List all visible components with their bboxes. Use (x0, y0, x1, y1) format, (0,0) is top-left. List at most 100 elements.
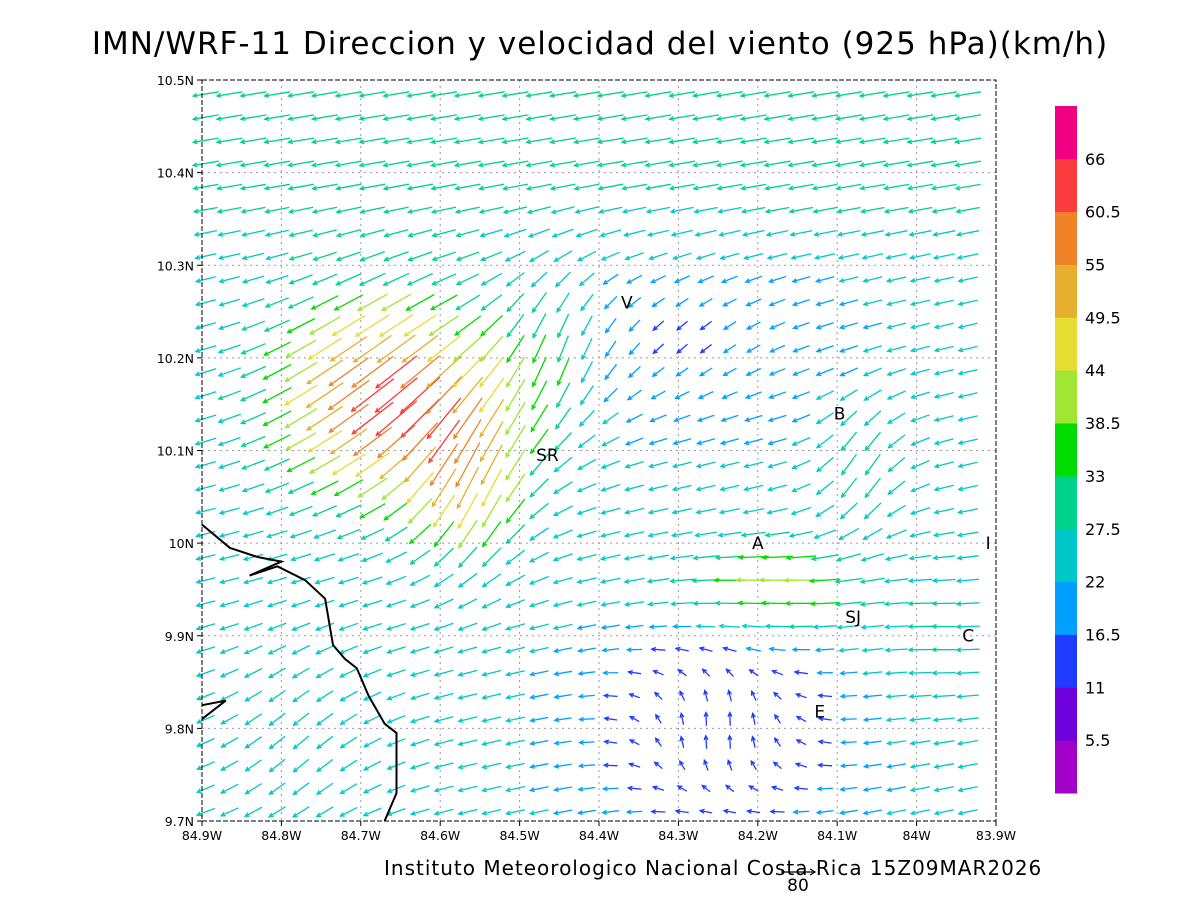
wind-vector (626, 624, 644, 629)
wind-vector (674, 414, 691, 422)
wind-vector (407, 114, 434, 120)
wind-vector-head (339, 696, 346, 702)
wind-vector-head (431, 280, 437, 286)
wind-vector (860, 577, 885, 583)
wind-vector (676, 367, 689, 377)
wind-vector-head (790, 254, 797, 260)
wind-vector-head (287, 139, 293, 145)
wind-vector-head (218, 487, 225, 492)
wind-vector-head (406, 280, 413, 286)
wind-vector-head (815, 324, 822, 330)
wind-vector (309, 455, 341, 474)
wind-vector-head (195, 532, 202, 538)
wind-vector (355, 314, 390, 337)
wind-vector-head (217, 348, 224, 354)
wind-vector (264, 183, 290, 190)
wind-vector-head (358, 185, 365, 191)
wind-vector-head (478, 185, 484, 191)
wind-vector-head (930, 162, 937, 168)
wind-vector-head (815, 489, 822, 496)
wind-vector-head (883, 578, 890, 584)
wind-vector-head (218, 532, 225, 538)
wind-vector-head (358, 116, 365, 122)
wind-vector-head (481, 741, 488, 747)
wind-vector-head (382, 162, 389, 168)
wind-vector-head (557, 332, 562, 339)
colorbar-label: 22 (1085, 573, 1105, 592)
wind-vector (840, 410, 858, 426)
wind-vector-head (596, 92, 603, 98)
wind-vector (363, 691, 382, 701)
wind-vector-head (817, 693, 824, 699)
wind-vector-head (650, 394, 657, 400)
wind-vector-head (359, 208, 366, 214)
lat-tick-label: 10N (169, 536, 194, 551)
wind-vector (934, 415, 954, 422)
wind-vector-head (429, 139, 436, 145)
wind-vector-head (863, 420, 870, 427)
wind-vector (334, 479, 364, 496)
wind-vector-head (787, 116, 794, 122)
wind-vector (458, 572, 478, 588)
wind-vector (655, 737, 662, 747)
wind-vector (360, 228, 385, 237)
wind-vector-head (239, 162, 246, 168)
wind-vector-head (715, 162, 722, 168)
wind-vector-head (244, 789, 250, 795)
wind-vector (836, 183, 862, 190)
wind-vector (244, 622, 263, 631)
wind-vector (957, 578, 980, 582)
wind-vector (768, 414, 787, 422)
wind-vector-head (768, 301, 775, 307)
wind-vector-head (240, 208, 247, 214)
lat-tick-label: 9.8N (165, 721, 194, 736)
wind-vector (816, 367, 834, 376)
wind-vector (288, 114, 315, 120)
wind-vector (955, 160, 982, 167)
wind-vector-head (906, 185, 913, 191)
wind-vector (931, 91, 958, 97)
wind-vector (411, 785, 430, 793)
wind-vector-head (601, 786, 608, 792)
wind-vector-head (816, 670, 823, 676)
wind-vector (221, 783, 239, 794)
wind-vector (603, 387, 618, 402)
wind-vector (336, 206, 362, 213)
wind-vector-head (351, 382, 357, 388)
wind-vector (744, 252, 764, 260)
wind-vector (764, 114, 791, 120)
wind-vector (910, 506, 931, 515)
wind-vector (862, 647, 884, 652)
wind-vector (883, 160, 910, 167)
wind-vector (577, 600, 597, 607)
wind-vector (363, 714, 382, 724)
wind-vector-head (310, 490, 317, 495)
wind-vector (458, 598, 478, 609)
wind-vector-head (908, 231, 915, 237)
wind-vector (957, 694, 979, 698)
wind-vector-head (908, 717, 915, 723)
wind-vector-head (794, 692, 801, 698)
wind-vector (751, 736, 756, 748)
wind-vector-head (957, 463, 964, 469)
wind-vector (482, 785, 502, 792)
wind-vector-head (743, 463, 750, 469)
wind-vector-head (430, 208, 437, 214)
wind-vector (653, 670, 664, 676)
wind-vector (693, 183, 719, 190)
wind-vector (957, 671, 980, 675)
wind-vector-head (909, 347, 916, 353)
wind-vector-head (581, 354, 587, 361)
wind-vector (700, 809, 713, 814)
wind-vector (358, 477, 388, 498)
wind-vector-head (792, 324, 799, 330)
wind-vector-head (624, 624, 631, 630)
wind-vector-head (504, 603, 511, 608)
wind-vector (860, 183, 886, 190)
wind-vector (911, 322, 930, 329)
lon-tick-label: 84.5W (499, 828, 539, 843)
wind-vector (719, 625, 741, 628)
wind-vector (604, 764, 618, 767)
wind-vector (836, 601, 862, 606)
